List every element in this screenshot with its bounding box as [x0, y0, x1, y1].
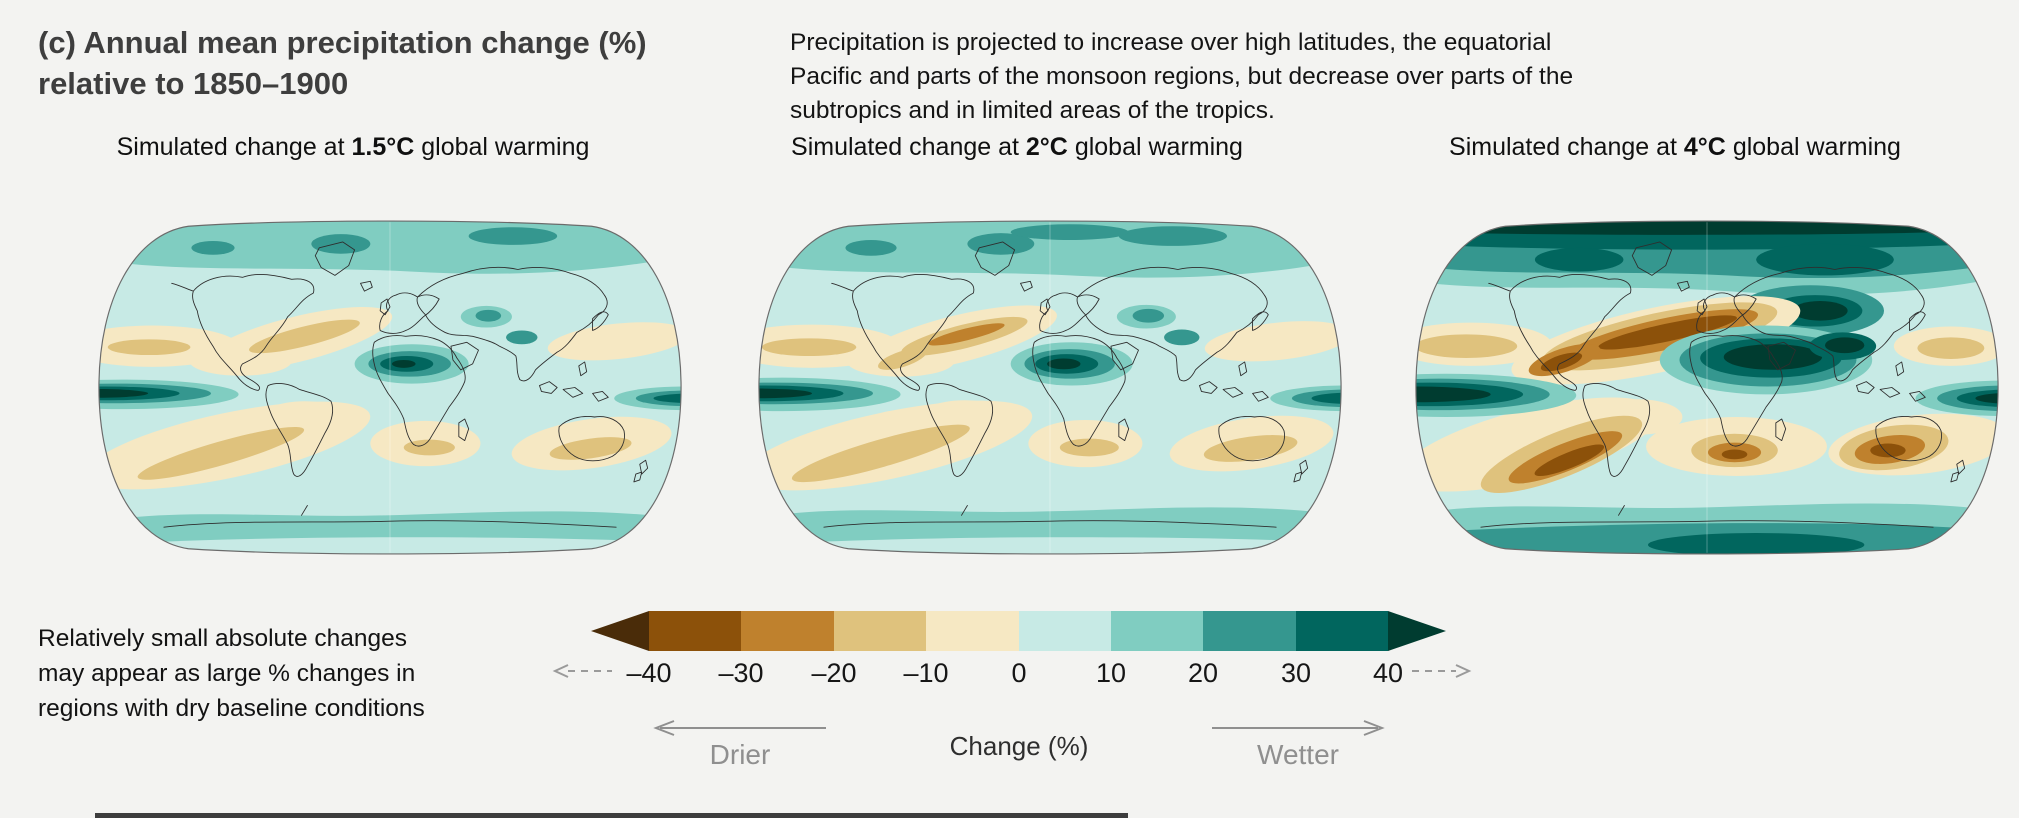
world-map-1p5c: [95, 220, 685, 555]
map-title-suffix: global warming: [1725, 133, 1901, 161]
page-title-line2: relative to 1850–1900: [38, 66, 349, 102]
footnote-line: may appear as large % changes in: [38, 659, 416, 687]
description-line: Precipitation is projected to increase o…: [790, 29, 1552, 56]
map-title-1p5c: Simulated change at 1.5°C global warming: [58, 133, 648, 162]
description: Precipitation is projected to increase o…: [790, 26, 1750, 127]
description-line: subtropics and in limited areas of the t…: [790, 96, 1275, 124]
colorbar-segment: [1203, 611, 1296, 651]
map-title-prefix: Simulated change at: [791, 133, 1026, 161]
world-map-4c: [1412, 220, 2002, 555]
map-title-suffix: global warming: [414, 133, 590, 161]
tick-label: –10: [903, 658, 949, 688]
tick-label: –30: [718, 658, 764, 688]
colorbar-segment: [1018, 611, 1111, 651]
colorbar-segment: [1295, 611, 1389, 651]
tick-label: –20: [811, 658, 857, 688]
dashed-left-arrow-icon: [552, 664, 612, 678]
tick-label: 0: [1011, 658, 1027, 688]
map-title-temp: 2°C: [1025, 133, 1068, 161]
map-title-prefix: Simulated change at: [1449, 133, 1684, 161]
world-map-2c: [755, 220, 1345, 555]
colorbar-segment: [926, 611, 1019, 651]
colorbar-right-arrow: [1388, 611, 1446, 651]
map-title-suffix: global warming: [1067, 133, 1243, 161]
tick-label: 40: [1372, 658, 1404, 688]
map-title-temp: 1.5°C: [351, 133, 415, 161]
drier-arrow-icon: [653, 720, 826, 736]
tick-label: –40: [626, 658, 672, 688]
colorbar-segment: [649, 611, 742, 651]
tick-label: 10: [1095, 658, 1127, 688]
wetter-arrow-icon: [1212, 720, 1385, 736]
page-title: (c) Annual mean precipitation change (%)…: [38, 22, 678, 104]
map-title-prefix: Simulated change at: [116, 133, 352, 161]
colorbar-left-arrow: [591, 611, 649, 651]
map-title-temp: 4°C: [1683, 133, 1726, 161]
footnote-line: Relatively small absolute changes: [38, 625, 408, 652]
colorbar-segment: [833, 611, 927, 651]
colorbar-segments: [649, 611, 1389, 651]
dashed-right-arrow-icon: [1412, 664, 1472, 678]
drier-label: Drier: [709, 739, 771, 770]
footnote: Relatively small absolute changes may ap…: [38, 622, 425, 726]
description-line: Pacific and parts of the monsoon regions…: [790, 62, 1574, 90]
wetter-label: Wetter: [1257, 739, 1339, 770]
footnote-line: regions with dry baseline conditions: [38, 694, 425, 722]
map-title-2c: Simulated change at 2°C global warming: [722, 133, 1312, 162]
page-title-line1: (c) Annual mean precipitation change (%): [38, 25, 647, 60]
colorbar-axis-label: Change (%): [949, 731, 1089, 761]
tick-label: 30: [1280, 658, 1312, 688]
colorbar-legend: –40 –30 –20 –10 0 10 20 30 40 Drier Wett…: [420, 595, 1490, 805]
next-panel-edge: [95, 813, 1128, 818]
map-title-4c: Simulated change at 4°C global warming: [1380, 133, 1970, 162]
colorbar-segment: [1110, 611, 1204, 651]
tick-label: 20: [1187, 658, 1219, 688]
colorbar-segment: [741, 611, 834, 651]
